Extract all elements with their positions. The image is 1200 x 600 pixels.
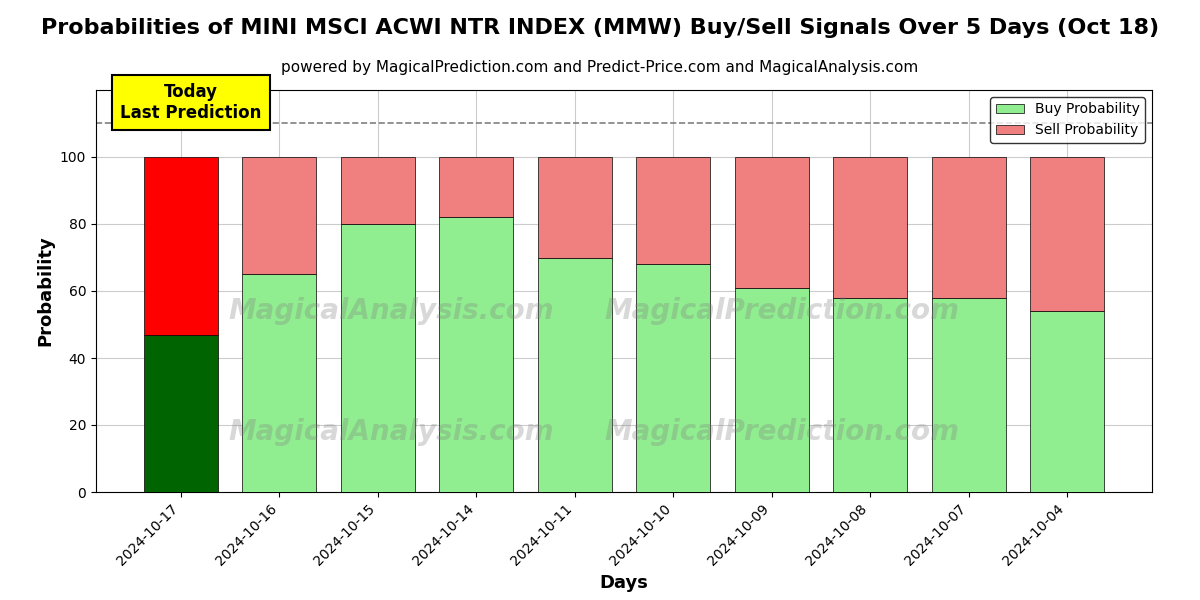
Bar [242,157,317,274]
Y-axis label: Probability: Probability [36,236,54,346]
Bar [1030,311,1104,492]
Bar [636,264,710,492]
Bar [931,157,1006,298]
Bar [931,298,1006,492]
Text: MagicalAnalysis.com: MagicalAnalysis.com [229,418,554,446]
Text: Probabilities of MINI MSCI ACWI NTR INDEX (MMW) Buy/Sell Signals Over 5 Days (Oc: Probabilities of MINI MSCI ACWI NTR INDE… [41,18,1159,38]
Bar [833,157,907,298]
Bar [636,157,710,264]
Bar [439,217,514,492]
Bar [341,224,415,492]
Bar [439,157,514,217]
Text: powered by MagicalPrediction.com and Predict-Price.com and MagicalAnalysis.com: powered by MagicalPrediction.com and Pre… [281,60,919,75]
Bar [538,257,612,492]
Bar [341,157,415,224]
Bar [833,298,907,492]
Text: Today
Last Prediction: Today Last Prediction [120,83,262,122]
Bar [144,335,218,492]
Bar [242,274,317,492]
Bar [144,157,218,335]
X-axis label: Days: Days [600,574,648,592]
Bar [538,157,612,257]
Bar [734,157,809,287]
Legend: Buy Probability, Sell Probability: Buy Probability, Sell Probability [990,97,1145,143]
Text: MagicalAnalysis.com: MagicalAnalysis.com [229,297,554,325]
Text: MagicalPrediction.com: MagicalPrediction.com [605,297,960,325]
Bar [734,287,809,492]
Text: MagicalPrediction.com: MagicalPrediction.com [605,418,960,446]
Bar [1030,157,1104,311]
